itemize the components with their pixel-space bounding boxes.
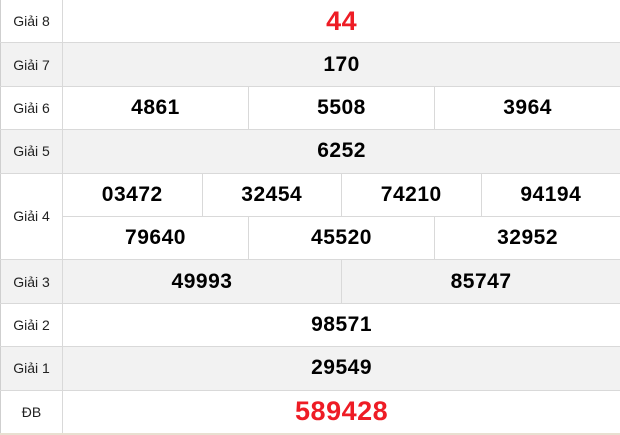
- prize-label-2: Giải 2: [0, 302, 63, 348]
- prize-value-5: 6252: [61, 129, 620, 174]
- prize-row-2: Giải 2 98571: [0, 302, 620, 348]
- prize-label-8: Giải 8: [0, 0, 63, 44]
- prize-value-4-4: 94194: [480, 172, 620, 217]
- prize-label-1: Giải 1: [0, 346, 63, 391]
- prize-row-5: Giải 5 6252: [0, 129, 620, 174]
- prize-label-5: Giải 5: [0, 129, 63, 174]
- prize-row-4a: Giải 4 03472 32454 74210 94194: [0, 172, 620, 261]
- prize-row-8: Giải 8 44: [0, 0, 620, 44]
- prize-label-4: Giải 4: [0, 172, 63, 261]
- prize-value-4-7: 32952: [433, 215, 620, 261]
- prize-label-7: Giải 7: [0, 42, 63, 87]
- prize-value-3-2: 85747: [340, 259, 620, 304]
- prize-value-6-2: 5508: [248, 85, 435, 131]
- prize-label-6: Giải 6: [0, 85, 63, 131]
- prize-label-3: Giải 3: [0, 259, 63, 304]
- prize-label-db: ĐB: [0, 389, 63, 435]
- prize-value-4-5: 79640: [62, 215, 249, 261]
- prize-value-4-3: 74210: [341, 172, 482, 217]
- prize-value-4-6: 45520: [248, 215, 435, 261]
- prize-value-6-3: 3964: [433, 85, 620, 131]
- prize-row-1: Giải 1 29549: [0, 346, 620, 391]
- prize-value-4-1: 03472: [62, 172, 203, 217]
- prize-row-3: Giải 3 49993 85747: [0, 259, 620, 304]
- prize-value-8: 44: [61, 0, 620, 44]
- prize-row-db: ĐB 589428: [0, 389, 620, 435]
- prize-value-6-1: 4861: [62, 85, 249, 131]
- prize-row-7: Giải 7 170: [0, 42, 620, 87]
- prize-value-7: 170: [61, 42, 620, 87]
- prize-value-3-1: 49993: [62, 259, 342, 304]
- prize-value-db: 589428: [61, 389, 620, 435]
- prize-value-4-2: 32454: [201, 172, 342, 217]
- prize-row-6: Giải 6 4861 5508 3964: [0, 85, 620, 131]
- prize-value-2: 98571: [61, 302, 620, 348]
- prize-row-4b: 79640 45520 32952: [1, 215, 620, 261]
- prize-value-1: 29549: [61, 346, 620, 391]
